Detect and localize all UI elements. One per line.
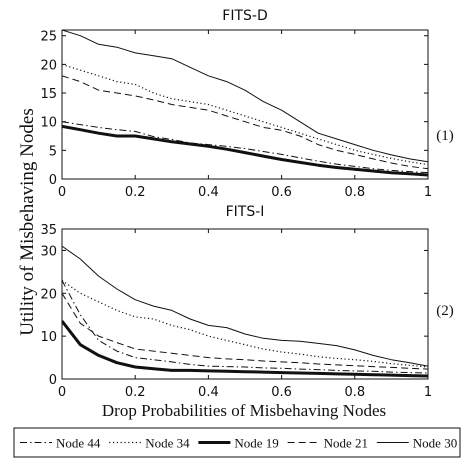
y-tick-label: 10 (40, 116, 57, 131)
y-tick-label: 10 (40, 330, 57, 345)
x-tick-label: 0 (58, 185, 66, 200)
legend-label-node-19: Node 19 (234, 436, 278, 451)
series-line-node-34 (62, 279, 428, 368)
x-tick-label: 1 (424, 385, 432, 400)
chart-title: FITS-D (222, 8, 267, 24)
panel-label-1: (1) (436, 128, 454, 144)
legend-label-node-30: Node 30 (413, 436, 457, 451)
y-tick-label: 0 (49, 173, 57, 188)
series-line-node-21 (62, 293, 428, 370)
series-line-node-44 (62, 280, 428, 374)
legend-label-node-44: Node 44 (56, 436, 101, 451)
x-tick-label: 0.6 (271, 185, 292, 200)
series-group (62, 30, 428, 177)
y-tick-label: 25 (40, 30, 57, 45)
y-tick-label: 5 (49, 144, 57, 159)
x-tick-label: 0.2 (125, 185, 146, 200)
y-tick-label: 0 (49, 373, 57, 388)
x-tick-label: 0.2 (125, 385, 146, 400)
series-line-node-30 (62, 245, 428, 367)
series-line-node-21 (62, 75, 428, 170)
x-tick-label: 0.8 (344, 185, 365, 200)
axes-frame (61, 29, 429, 180)
x-axis-label: Drop Probabilities of Misbehaving Nodes (102, 401, 386, 420)
series-line-node-19 (62, 320, 428, 378)
series-line-node-34 (62, 63, 428, 166)
legend-label-node-34: Node 34 (145, 436, 190, 451)
y-tick-label: 20 (40, 58, 57, 73)
panel-label-2: (2) (436, 303, 454, 319)
x-tick-label: 0.6 (271, 385, 292, 400)
series-line-node-30 (62, 30, 428, 163)
axes-frame (61, 228, 429, 380)
y-axis-label: Utility of Misbehaving Nodes (17, 108, 38, 335)
x-tick-label: 0.4 (198, 385, 219, 400)
x-tick-label: 0 (58, 385, 66, 400)
series-group (62, 245, 428, 378)
x-tick-label: 0.8 (344, 385, 365, 400)
y-tick-label: 15 (40, 87, 57, 102)
series-line-node-44 (62, 121, 428, 174)
legend: Node 44 Node 34 Node 19 Node 21 Node 30 (13, 427, 461, 458)
y-tick-label: 35 (40, 223, 57, 238)
y-tick-label: 20 (40, 287, 57, 302)
chart-title: FITS-I (226, 204, 265, 220)
x-tick-label: 0.4 (198, 185, 219, 200)
x-tick-label: 1 (424, 185, 432, 200)
legend-label-node-21: Node 21 (324, 436, 368, 451)
y-tick-label: 30 (40, 244, 57, 259)
series-line-node-19 (62, 124, 428, 177)
